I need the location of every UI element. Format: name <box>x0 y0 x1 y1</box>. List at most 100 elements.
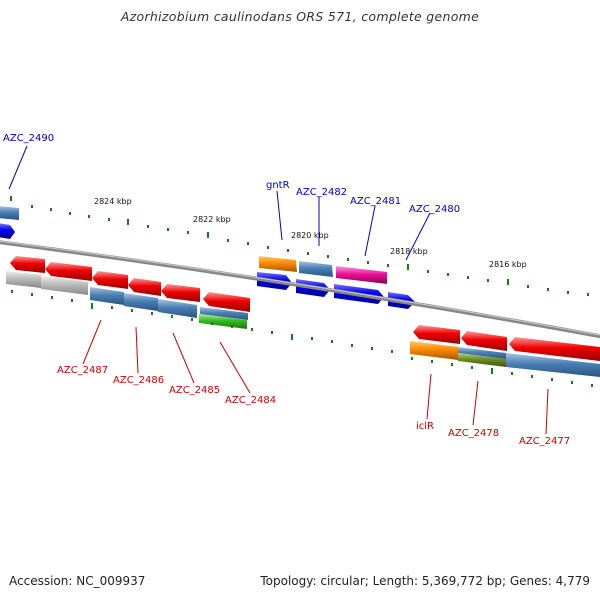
minor-tick <box>147 225 149 228</box>
forward-cog-feature <box>0 206 19 220</box>
reverse-cog-feature <box>458 353 506 367</box>
minor-tick <box>547 288 549 291</box>
reverse-gene-arrow <box>203 292 250 312</box>
minor-tick <box>211 322 213 325</box>
minor-tick <box>531 375 533 378</box>
minor-tick <box>367 261 369 264</box>
inner-tick-row <box>11 290 593 387</box>
minor-tick <box>567 291 569 294</box>
reverse-cds-row <box>10 256 600 361</box>
reverse-cog-feature <box>158 299 197 318</box>
minor-tick <box>191 318 193 321</box>
minor-tick <box>307 252 309 255</box>
tick-label: 2822 kbp <box>193 215 231 224</box>
minor-tick <box>131 309 133 312</box>
leader-line <box>472 380 479 426</box>
minor-tick <box>51 296 53 299</box>
forward-gene-label[interactable]: AZC_2480 <box>409 204 460 215</box>
minor-tick <box>187 231 189 234</box>
topology-summary: Topology: circular; Length: 5,369,772 bp… <box>260 574 590 588</box>
minor-tick <box>591 384 593 387</box>
minor-tick <box>31 293 33 296</box>
minor-tick <box>451 363 453 366</box>
leader-line <box>82 319 102 365</box>
minor-tick <box>71 299 73 302</box>
forward-gene-label[interactable]: AZC_2490 <box>3 133 54 144</box>
minor-tick <box>431 360 433 363</box>
tick-label: 2820 kbp <box>291 231 329 240</box>
major-tick <box>407 264 409 270</box>
reverse-gene-arrow <box>161 284 200 302</box>
map-title: Azorhizobium caulinodans ORS 571, comple… <box>120 9 480 24</box>
reverse-gene-arrow <box>45 262 92 281</box>
major-tick <box>207 232 209 238</box>
minor-tick <box>411 357 413 360</box>
leader-line <box>276 190 283 241</box>
minor-tick <box>108 218 110 221</box>
minor-tick <box>351 344 353 347</box>
reverse-cog-feature <box>458 347 506 359</box>
major-tick <box>291 334 293 340</box>
reverse-leader-lines <box>82 319 549 435</box>
forward-cog-feature <box>299 261 333 277</box>
reverse-cog-feature <box>41 276 88 295</box>
leader-line <box>405 212 431 261</box>
reverse-gene-label[interactable]: AZC_2487 <box>57 365 108 376</box>
minor-tick <box>227 239 229 242</box>
reverse-gene-arrow <box>509 337 600 361</box>
reverse-cog-feature <box>90 287 124 305</box>
reverse-gene-label[interactable]: iclR <box>416 421 434 432</box>
reverse-cog-feature <box>410 341 458 360</box>
minor-tick <box>527 285 529 288</box>
minor-tick <box>251 328 253 331</box>
minor-tick <box>50 208 52 211</box>
minor-tick <box>247 242 249 245</box>
minor-tick <box>551 378 553 381</box>
major-tick <box>91 303 93 309</box>
reverse-gene-label[interactable]: AZC_2478 <box>448 428 499 439</box>
tick-label: 2816 kbp <box>489 260 527 269</box>
minor-tick <box>287 249 289 252</box>
minor-tick <box>88 215 90 218</box>
minor-tick <box>467 276 469 279</box>
major-tick <box>491 368 493 374</box>
minor-tick <box>11 290 13 293</box>
minor-tick <box>267 246 269 249</box>
genome-backbone-highlight <box>0 240 600 336</box>
leader-line <box>426 373 432 420</box>
leader-line <box>545 388 549 435</box>
forward-cog-feature <box>259 256 297 272</box>
minor-tick <box>167 228 169 231</box>
genome-backbone <box>0 240 600 339</box>
tick-label: 2818 kbp <box>390 247 428 256</box>
forward-cog-features <box>0 206 387 284</box>
reverse-gene-arrow <box>461 331 507 351</box>
minor-tick <box>311 337 313 340</box>
reverse-gene-label[interactable]: AZC_2484 <box>225 395 276 406</box>
reverse-cog-features <box>6 271 600 377</box>
forward-gene-label[interactable]: AZC_2482 <box>296 187 347 198</box>
reverse-cog-feature <box>124 293 158 311</box>
reverse-cog-feature <box>199 314 247 329</box>
minor-tick <box>371 347 373 350</box>
reverse-gene-arrow <box>128 278 161 296</box>
minor-tick <box>511 372 513 375</box>
accession-text: Accession: NC_009937 <box>9 574 146 588</box>
reverse-gene-label[interactable]: AZC_2485 <box>169 385 220 396</box>
minor-tick <box>271 331 273 334</box>
minor-tick <box>471 366 473 369</box>
reverse-gene-label[interactable]: AZC_2486 <box>113 375 164 386</box>
minor-tick <box>391 350 393 353</box>
forward-gene-label[interactable]: gntR <box>266 180 290 191</box>
forward-gene-label[interactable]: AZC_2481 <box>350 196 401 207</box>
reverse-gene-arrow <box>413 325 460 344</box>
minor-tick <box>171 315 173 318</box>
reverse-gene-label[interactable]: AZC_2477 <box>519 436 570 447</box>
minor-tick <box>231 325 233 328</box>
leader-line <box>135 326 139 374</box>
minor-tick <box>151 312 153 315</box>
reverse-gene-arrow <box>10 256 45 273</box>
minor-tick <box>31 205 33 208</box>
minor-tick <box>327 255 329 258</box>
